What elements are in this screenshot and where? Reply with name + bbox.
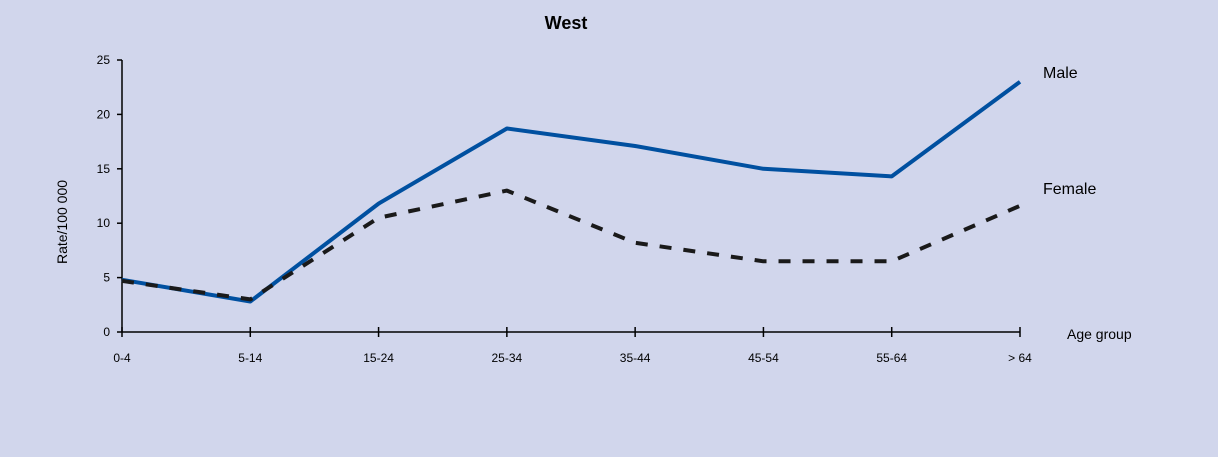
x-axis-title: Age group: [1067, 326, 1132, 342]
labels-layer: Male Female: [1043, 65, 1096, 198]
series-line-male: [121, 80, 1022, 304]
series-line-female: [121, 188, 1021, 302]
y-tick-label: 5: [103, 271, 110, 285]
x-tick-label: 55-64: [876, 351, 907, 365]
x-tick-label: 5-14: [238, 351, 262, 365]
y-tick-label: 25: [97, 53, 111, 67]
series-label-female: Female: [1043, 181, 1096, 198]
chart-title: West: [545, 13, 588, 33]
x-tick-label: 25-34: [492, 351, 523, 365]
y-tick-label: 0: [103, 325, 110, 339]
x-tick-label: > 64: [1008, 351, 1032, 365]
series-layer: [121, 80, 1022, 304]
y-tick-label: 15: [97, 162, 111, 176]
x-tick-label: 15-24: [363, 351, 394, 365]
y-tick-label: 20: [97, 107, 111, 121]
x-tick-label: 35-44: [620, 351, 651, 365]
y-axis-title: Rate/100 000: [54, 180, 70, 264]
x-tick-label: 0-4: [113, 351, 131, 365]
x-tick-label: 45-54: [748, 351, 779, 365]
axes: 0 5 10 15 20 25 0-4 5-14 15-24 25-34 35-44 45-54 55-…: [97, 53, 1033, 365]
series-label-male: Male: [1043, 65, 1078, 82]
y-tick-label: 10: [97, 216, 111, 230]
